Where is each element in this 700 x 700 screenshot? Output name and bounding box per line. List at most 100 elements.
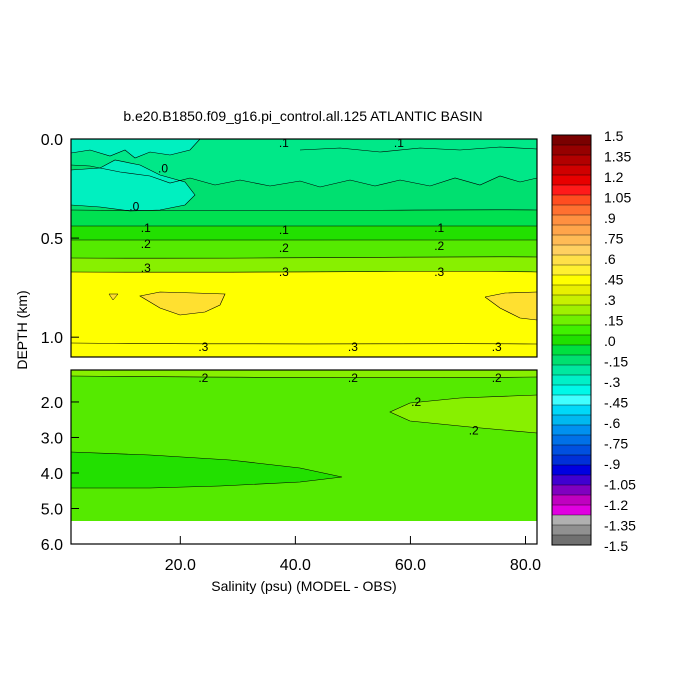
colorbar-label: -1.5: [604, 538, 628, 554]
colorbar-swatch: [551, 274, 592, 286]
colorbar-swatch: [551, 334, 592, 346]
colorbar-swatch: [551, 364, 592, 376]
colorbar-swatch: [551, 354, 592, 366]
contour-label: .2: [279, 241, 289, 255]
contour-label: .3: [279, 265, 289, 279]
colorbar-swatch: [551, 134, 592, 146]
contour-label: .3: [492, 340, 502, 354]
lower-contour-lines: [71, 375, 537, 489]
contour-label: .1: [434, 221, 444, 235]
colorbar-swatch: [551, 464, 592, 476]
lower-top-strip: [71, 370, 537, 378]
colorbar-swatch: [551, 174, 592, 186]
y-tick-label: 0.5: [41, 231, 63, 248]
colorbar-frame: [551, 134, 592, 546]
colorbar-swatch: [551, 194, 592, 206]
x-tick-label: 20.0: [165, 557, 196, 574]
contour-label: .3: [198, 340, 208, 354]
x-tick-label: 60.0: [395, 557, 426, 574]
contour-label: .2: [348, 371, 358, 385]
chart-title: b.e20.B1850.f09_g16.pi_control.all.125 A…: [123, 108, 482, 124]
band-green-010: [71, 139, 537, 187]
contour-label: .3: [348, 340, 358, 354]
colorbar-swatch: [551, 214, 592, 226]
y-tick-label: 5.0: [41, 501, 63, 518]
colorbar-swatch: [551, 534, 592, 546]
colorbar-swatch: [551, 344, 592, 356]
yellow-patch-left: [140, 292, 225, 315]
colorbar-swatch: [551, 384, 592, 396]
colorbar-label: -.75: [604, 436, 628, 452]
y-tick-label: 2.0: [41, 395, 63, 412]
colorbar-label: .15: [604, 313, 624, 329]
colorbar-swatch: [551, 404, 592, 416]
colorbar-label: 1.05: [604, 190, 631, 206]
yellow-patch-right: [485, 292, 537, 320]
colorbar-swatch: [551, 374, 592, 386]
y-tick-label: 1.0: [41, 330, 63, 347]
colorbar-swatch: [551, 494, 592, 506]
contour-label: .3: [434, 265, 444, 279]
y-axis-upper: 0.0 0.5 1.0: [41, 132, 79, 347]
colorbar-swatch: [551, 234, 592, 246]
colorbar-label: -.3: [604, 374, 621, 390]
colorbar-label: .9: [604, 210, 616, 226]
colorbar-swatch: [551, 154, 592, 166]
colorbar-label: -.45: [604, 395, 628, 411]
colorbar-swatch: [551, 504, 592, 516]
colorbar-swatch: [551, 434, 592, 446]
colorbar-label: -1.35: [604, 518, 636, 534]
contour-label: .3: [141, 261, 151, 275]
colorbar-label: -.9: [604, 456, 621, 472]
colorbar-swatch: [551, 454, 592, 466]
contour-label: .0: [158, 162, 168, 176]
upper-contour-labels: .1.1.0.0.1.1.1.2.2.2.3.3.3.3.3.3: [129, 136, 502, 354]
upper-panel-frame: [70, 138, 538, 358]
colorbar-label: 1.5: [604, 128, 624, 144]
colorbar-label: -.15: [604, 354, 628, 370]
colorbar-swatch: [551, 254, 592, 266]
colorbar-swatch: [551, 294, 592, 306]
colorbar-label: .75: [604, 231, 624, 247]
contour-label: .1: [279, 136, 289, 150]
lower-light-green-lens: [390, 395, 537, 433]
colorbar-swatch: [551, 314, 592, 326]
colorbar-swatch: [551, 324, 592, 336]
y-tick-label: 4.0: [41, 466, 63, 483]
x-tick-label: 80.0: [510, 557, 541, 574]
contour-label: .2: [492, 371, 502, 385]
band-cyan-surface: [71, 139, 200, 158]
y-tick-label: 6.0: [41, 537, 63, 554]
colorbar-label: .6: [604, 251, 616, 267]
contour-label: .2: [434, 239, 444, 253]
cyan-patch-upper-left: [71, 160, 195, 211]
y-axis-label: DEPTH (km): [14, 290, 30, 369]
colorbar-swatch: [551, 284, 592, 296]
colorbar-swatch: [551, 204, 592, 216]
yellow-fleck: [108, 293, 119, 301]
contour-label: .1: [141, 221, 151, 235]
colorbar-swatch: [551, 244, 592, 256]
colorbar-labels: 1.5 1.35 1.2 1.05 .9 .75 .6 .45 .3 .15 .0 -.15 -.3 -.…: [604, 128, 636, 554]
colorbar-label: -.6: [604, 415, 621, 431]
x-tick-label: 40.0: [280, 557, 311, 574]
contour-label: .2: [411, 395, 421, 409]
y-axis-lower: 2.0 3.0 4.0 5.0 6.0: [41, 395, 79, 554]
colorbar-swatch: [551, 164, 592, 176]
colorbar-label: .3: [604, 292, 616, 308]
upper-panel: .1.1.0.0.1.1.1.2.2.2.3.3.3.3.3.3: [71, 136, 537, 357]
colorbar-label: .0: [604, 333, 616, 349]
lower-green-field: [71, 370, 537, 521]
lower-contour-labels: .2 .2 .2 .2 .2: [198, 371, 502, 438]
lower-panel: .2 .2 .2 .2 .2: [71, 370, 537, 544]
contour-label: .0: [129, 199, 139, 213]
colorbar-label: 1.35: [604, 149, 631, 165]
colorbar-swatch: [551, 144, 592, 156]
colorbar-label: -1.05: [604, 477, 636, 493]
colorbar-swatch: [551, 514, 592, 526]
contour-label: .1: [394, 136, 404, 150]
colorbar-swatch: [551, 524, 592, 536]
contour-label: .2: [141, 237, 151, 251]
colorbar-swatch: [551, 414, 592, 426]
colorbar-label: 1.2: [604, 169, 624, 185]
